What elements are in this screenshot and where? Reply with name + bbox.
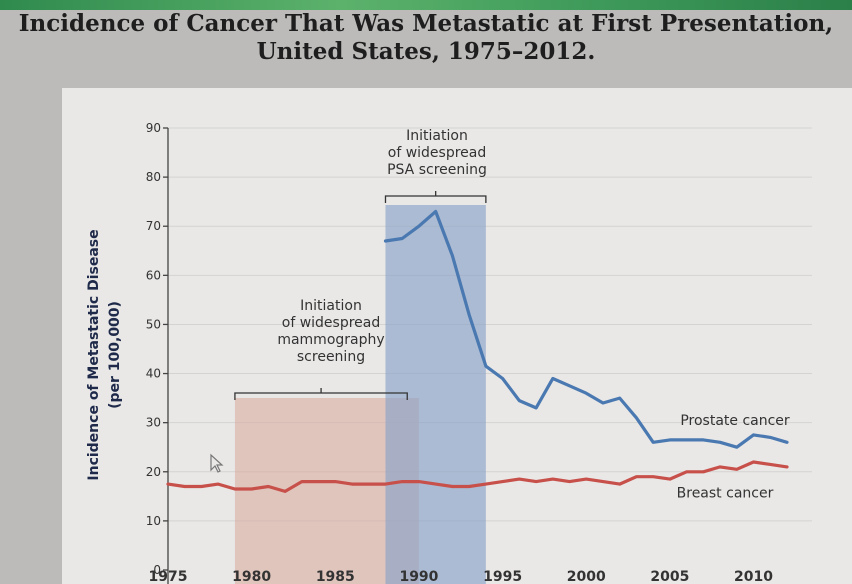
psa-screening-label-line: PSA screening <box>387 162 487 178</box>
mammography-screening-label-line: of widespread <box>282 315 381 331</box>
psa-screening-region <box>385 205 486 584</box>
y-tick-label-70: 70 <box>146 219 161 233</box>
x-tick-label-1985: 1985 <box>316 569 355 584</box>
mammography-screening-label: Initiation of widespread mammography screen… <box>277 298 384 365</box>
y-axis-label-line-2: (per 100,000) <box>107 301 123 409</box>
y-tick-label-90: 90 <box>146 121 161 135</box>
y-tick-labels: 0 10 20 30 40 50 60 70 80 90 <box>146 121 161 577</box>
title-line-2: United States, 1975–2012. <box>256 38 596 65</box>
breast-cancer-label: Breast cancer <box>677 485 774 501</box>
psa-screening-label-line: Initiation <box>406 128 468 144</box>
screening-labels: Initiation of widespread mammography screen… <box>277 128 487 365</box>
mammography-screening-label-line: Initiation <box>300 298 362 314</box>
breast-cancer-line <box>166 460 789 493</box>
x-tick-label-1975: 1975 <box>149 569 188 584</box>
screening-brackets <box>234 191 487 400</box>
psa-screening-label: Initiation of widespread PSA screening <box>387 128 487 178</box>
mammography-screening-label-line: screening <box>297 349 365 365</box>
prostate-cancer-label: Prostate cancer <box>680 413 790 429</box>
x-tick-label-1990: 1990 <box>399 569 438 584</box>
x-tick-label-2000: 2000 <box>567 569 606 584</box>
prostate-cancer-line <box>383 209 789 449</box>
y-tick-label-40: 40 <box>146 367 161 381</box>
psa-screening-bracket <box>384 191 487 203</box>
y-tick-label-60: 60 <box>146 268 161 282</box>
cursor-icon <box>210 453 224 473</box>
title-line-1: Incidence of Cancer That Was Metastatic … <box>18 10 834 37</box>
y-tick-label-20: 20 <box>146 465 161 479</box>
y-tick-label-30: 30 <box>146 416 161 430</box>
x-tick-label-2010: 2010 <box>734 569 773 584</box>
screening-regions <box>234 205 486 584</box>
y-axis <box>163 127 169 584</box>
y-tick-label-10: 10 <box>146 514 161 528</box>
y-tick-label-0: 0 <box>153 563 161 577</box>
mammography-screening-bracket <box>234 388 408 400</box>
slide-top-banner <box>0 0 852 10</box>
y-axis-label-line-1: Incidence of Metastatic Disease <box>86 229 102 480</box>
series-lines <box>166 209 789 493</box>
x-tick-label-1980: 1980 <box>232 569 271 584</box>
x-tick-label-2005: 2005 <box>650 569 689 584</box>
y-tick-label-50: 50 <box>146 317 161 331</box>
y-axis-label: Incidence of Metastatic Disease (per 100… <box>86 229 123 480</box>
x-tick-label-1995: 1995 <box>483 569 522 584</box>
series-labels: Prostate cancer Breast cancer <box>677 413 790 501</box>
psa-screening-label-line: of widespread <box>388 145 487 161</box>
slide-title: Incidence of Cancer That Was Metastatic … <box>0 10 852 66</box>
mammography-screening-label-line: mammography <box>277 332 384 348</box>
x-tick-labels: 1975 1980 1985 1990 1995 2000 2005 2010 <box>149 569 774 584</box>
y-tick-label-80: 80 <box>146 170 161 184</box>
